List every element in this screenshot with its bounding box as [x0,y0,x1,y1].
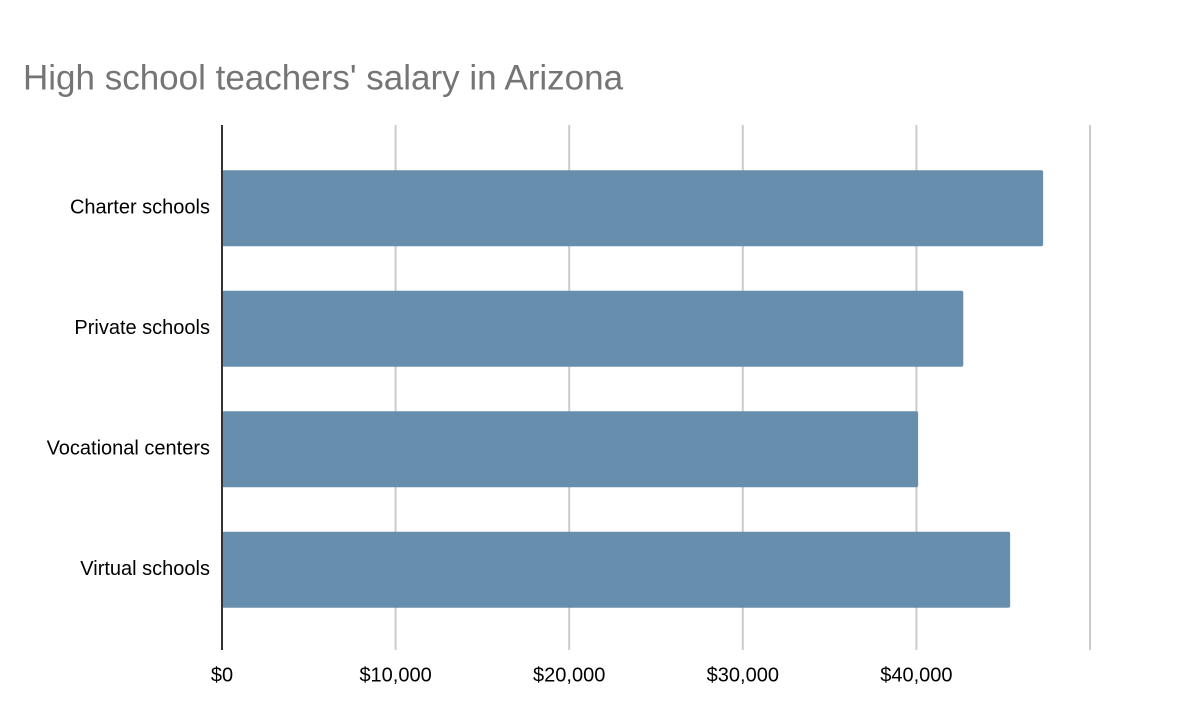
x-tick-label: $10,000 [359,664,431,686]
bar [222,170,1044,247]
x-tick-label: $20,000 [533,664,605,686]
bar [222,411,919,488]
y-tick-label: Private schools [74,317,210,339]
bar [222,290,964,367]
y-tick-label: Vocational centers [47,438,210,460]
y-tick-label: Virtual schools [80,558,210,580]
x-tick-label: $40,000 [880,664,952,686]
x-tick-label: $30,000 [707,664,779,686]
bar [222,531,1011,608]
y-tick-label: Charter schools [70,197,210,219]
chart-title: High school teachers' salary in Arizona [23,58,624,97]
x-tick-label: $0 [211,664,233,686]
